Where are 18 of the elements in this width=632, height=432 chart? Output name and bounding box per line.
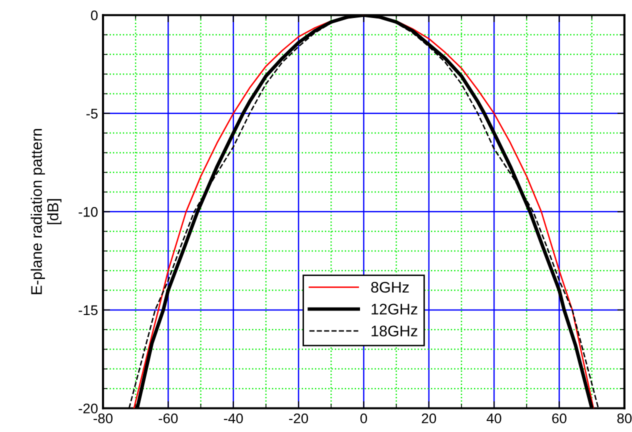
x-tick-label: 40 [486,413,502,424]
legend-label: 8GHz [371,282,409,293]
y-tick-label: -15 [78,305,98,316]
x-tick-label: -60 [158,413,178,424]
x-tick-label: 60 [552,413,566,424]
x-tick-label: 0 [360,413,368,424]
y-tick-label: -10 [78,207,98,217]
y-tick-label: 0 [90,10,98,20]
legend-label: 18GHz [372,326,418,336]
legend-label: 12GHz [372,304,418,315]
x-tick-label: 80 [617,413,632,424]
x-tick-label: -20 [289,413,308,424]
y-axis-title: E-plane radiation pattern [dB] [30,129,62,294]
y-tick-label: -20 [78,404,98,414]
x-tick-label: 20 [422,413,436,424]
y-tick-label: -5 [86,108,98,119]
x-tick-label: -80 [94,413,113,424]
x-tick-label: -40 [224,413,243,424]
